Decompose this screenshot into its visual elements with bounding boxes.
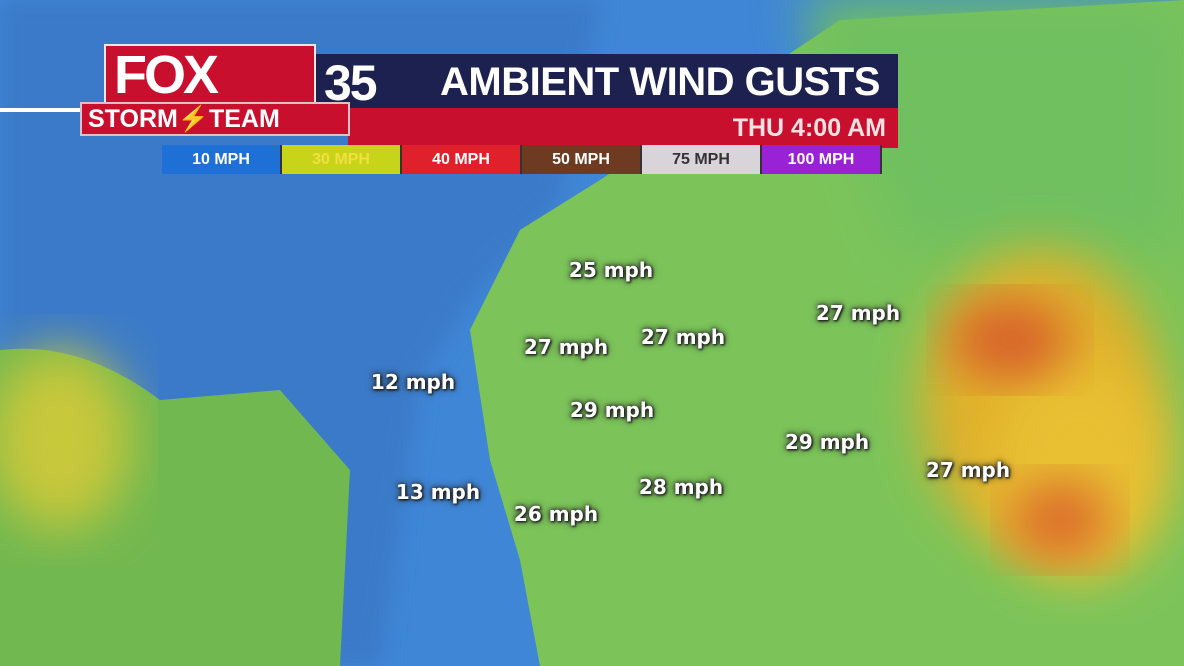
wind-gust-reading: 27 mph [815, 301, 901, 325]
channel-number: 35 [324, 55, 378, 111]
legend-item: 50 MPH [522, 145, 642, 174]
fox-logo: FOX [104, 44, 316, 105]
wind-gust-reading: 28 mph [638, 475, 724, 499]
wind-gust-reading: 29 mph [569, 398, 655, 422]
legend-item: 75 MPH [642, 145, 762, 174]
broadcast-header: FOX 35 AMBIENT WIND GUSTS THU 4:00 AM ST… [80, 42, 898, 180]
wind-gust-reading: 26 mph [513, 502, 599, 526]
time-bar: THU 4:00 AM [348, 108, 898, 148]
brand: FOX [114, 45, 219, 105]
wind-gust-reading: 12 mph [370, 370, 456, 394]
wind-gust-reading: 27 mph [523, 335, 609, 359]
legend-item: 30 MPH [282, 145, 402, 174]
wind-gust-reading: 27 mph [640, 325, 726, 349]
legend-item: 100 MPH [762, 145, 882, 174]
graphic-title: AMBIENT WIND GUSTS [440, 60, 880, 104]
wind-gust-reading: 27 mph [925, 458, 1011, 482]
legend-item: 40 MPH [402, 145, 522, 174]
wind-gust-reading: 25 mph [568, 258, 654, 282]
title-bar: 35 AMBIENT WIND GUSTS [316, 54, 898, 111]
storm-team-logo: STORM⚡TEAM [80, 102, 350, 136]
wind-gust-reading: 13 mph [395, 480, 481, 504]
legend-item: 10 MPH [162, 145, 282, 174]
wind-gust-reading: 29 mph [784, 430, 870, 454]
wind-legend: 10 MPH 30 MPH 40 MPH 50 MPH 75 MPH 100 MPH [162, 145, 882, 174]
forecast-time: THU 4:00 AM [732, 114, 886, 142]
